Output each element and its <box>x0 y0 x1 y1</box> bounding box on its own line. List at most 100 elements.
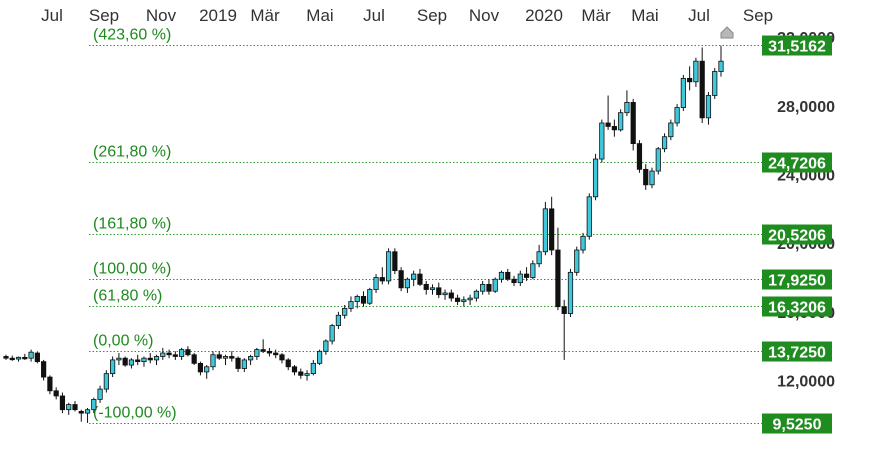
badge-value: 16,3206 <box>768 300 826 317</box>
y-axis-ticks: 32,000028,000024,000020,000016,000012,00… <box>777 30 835 390</box>
badge-value: 24,7206 <box>768 156 826 173</box>
candle-body-up <box>461 299 467 302</box>
candle <box>649 167 655 189</box>
candle-body-down <box>423 283 429 290</box>
candle <box>373 274 379 293</box>
candle-body-up <box>335 314 342 326</box>
x-tick-label: Nov <box>146 6 177 25</box>
candle <box>429 284 436 295</box>
x-tick-label: Mär <box>581 6 611 25</box>
badge-value: 17,9250 <box>768 273 826 290</box>
candle-body-down <box>147 357 153 361</box>
candle-body-up <box>103 373 109 390</box>
candle-body-down <box>360 295 367 304</box>
candle-body-up <box>592 158 599 198</box>
candle <box>467 294 473 305</box>
candle <box>624 90 630 117</box>
candle-body-down <box>122 357 128 366</box>
candle <box>204 365 210 379</box>
candle <box>310 359 316 376</box>
candle-body-down <box>191 354 197 364</box>
candle-body-up <box>586 196 592 237</box>
candle-body-down <box>630 101 636 144</box>
candle <box>84 407 91 423</box>
candle-body-up <box>91 398 97 411</box>
candle-body-down <box>53 390 59 397</box>
candle-body-up <box>530 263 536 278</box>
candle-body-down <box>135 359 141 363</box>
fib-level-label: (0,00 %) <box>93 333 153 350</box>
candle-body-up <box>661 136 668 150</box>
candle <box>511 275 517 287</box>
candle-body-up <box>342 308 348 316</box>
candle <box>442 289 448 300</box>
candle <box>97 385 103 403</box>
candle-body-up <box>674 107 680 124</box>
candle <box>705 92 712 125</box>
x-tick-label: 2020 <box>525 6 563 25</box>
candle-body-up <box>404 278 411 289</box>
candle-body-up <box>128 359 135 366</box>
candle <box>128 358 135 369</box>
candle <box>473 289 479 302</box>
candle <box>273 349 279 359</box>
candle <box>279 353 285 364</box>
candle <box>122 356 128 367</box>
candle <box>586 193 592 240</box>
candle-body-down <box>605 122 611 127</box>
candle <box>91 397 97 414</box>
candle-body-down <box>417 273 423 285</box>
x-tick-label: Mai <box>631 6 658 25</box>
badge-background <box>762 413 832 434</box>
candle-body-down <box>505 271 511 280</box>
candle-body-down <box>22 356 28 360</box>
candle <box>448 289 454 302</box>
fib-level-label: (161,80 %) <box>93 216 171 233</box>
candle-body-up <box>567 271 574 314</box>
candles <box>3 45 724 423</box>
candle-body-down <box>197 362 204 373</box>
badge-value: 13,7250 <box>768 345 826 362</box>
fib-level-label: (100,00 %) <box>93 261 171 278</box>
candle <box>348 296 354 312</box>
candle-body-up <box>655 148 661 172</box>
candle <box>398 267 404 292</box>
candle <box>605 95 611 130</box>
candle <box>668 119 674 141</box>
candle <box>191 353 197 366</box>
candle-body-up <box>323 340 329 352</box>
candle-body-down <box>41 361 47 378</box>
candle <box>567 268 574 317</box>
candle <box>360 291 367 307</box>
badge-background <box>762 341 832 362</box>
candle-body-down <box>298 371 304 376</box>
candle <box>699 47 705 123</box>
candle-body-down <box>636 143 643 170</box>
candle-body-down <box>166 352 172 356</box>
badge-background <box>762 296 832 317</box>
scroll-up-arrow-icon[interactable] <box>720 26 734 39</box>
level-value-badge: 16,3206 <box>762 296 832 317</box>
candle-body-down <box>266 350 273 354</box>
candle <box>53 387 59 400</box>
candle <box>630 98 636 151</box>
candle-body-down <box>561 306 567 314</box>
candle <box>674 104 680 127</box>
candle <box>28 349 34 362</box>
candle-body-down <box>511 278 517 284</box>
candle-body-up <box>204 366 210 373</box>
candle <box>266 347 273 357</box>
candle <box>693 57 699 87</box>
candle-body-up <box>618 112 624 131</box>
candle-body-down <box>59 395 66 411</box>
y-tick-label: 12,0000 <box>777 374 835 391</box>
candle <box>580 232 586 254</box>
badge-value: 20,5206 <box>768 228 826 245</box>
fib-level-label: (61,80 %) <box>93 288 162 305</box>
candle-body-up <box>210 354 216 368</box>
candle-body-up <box>693 60 699 83</box>
fib-level-label: (423,60 %) <box>93 27 171 44</box>
candle <box>216 351 222 360</box>
candle-body-up <box>97 388 103 400</box>
candle <box>517 270 523 287</box>
